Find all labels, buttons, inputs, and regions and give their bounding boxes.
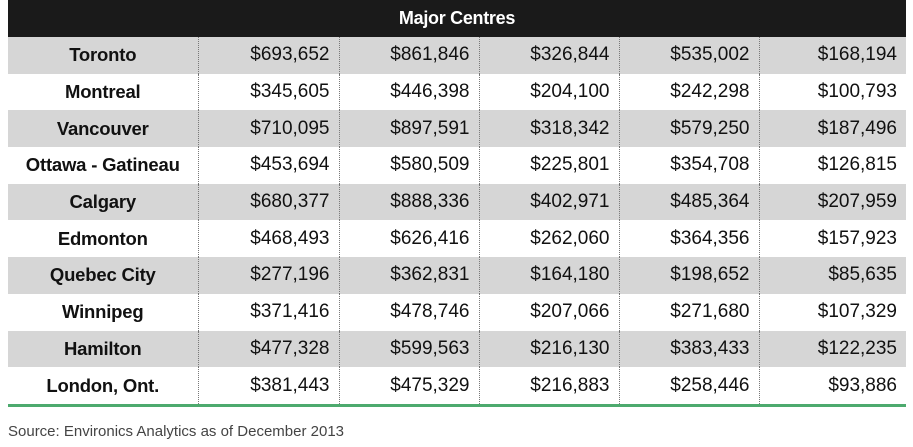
table-row: Toronto $693,652 $861,846 $326,844 $535,002 $… (8, 37, 906, 74)
value-cell: $535,002 (619, 37, 760, 74)
value-cell: $345,605 (198, 73, 340, 111)
data-table: Toronto $693,652 $861,846 $326,844 $535,002 $… (8, 37, 906, 404)
value-cell: $187,496 (817, 117, 897, 139)
value-cell: $107,329 (817, 301, 897, 323)
value-cell: $579,250 (619, 110, 760, 148)
value-cell: $242,298 (619, 73, 760, 111)
value-cell: $402,971 (479, 183, 620, 221)
value-cell: $446,398 (339, 73, 480, 111)
value-cell: $326,844 (479, 37, 620, 74)
value-cell: $693,652 (198, 37, 340, 74)
value-cell: $207,959 (817, 191, 897, 213)
table-row: London, Ont. $381,443 $475,329 $216,883 $258… (8, 367, 906, 404)
bottom-rule (8, 403, 906, 407)
value-cell: $680,377 (198, 183, 340, 221)
value-cell: $168,194 (817, 44, 897, 66)
value-cell: $580,509 (339, 147, 480, 184)
value-cell: $364,356 (619, 220, 760, 258)
value-cell: $85,635 (828, 264, 897, 286)
data-table-container: Major Centres Toronto $693,652 $861,846 $32… (8, 0, 906, 407)
value-cell: $216,130 (479, 330, 620, 368)
value-cell: $271,680 (619, 293, 760, 331)
value-cell: $383,433 (619, 330, 760, 368)
value-cell: $897,591 (339, 110, 480, 148)
value-cell: $861,846 (339, 37, 480, 74)
value-cell: $468,493 (198, 220, 340, 258)
table-row: Vancouver $710,095 $897,591 $318,342 $579,25… (8, 110, 906, 148)
value-cell: $207,066 (479, 293, 620, 331)
city-cell: Vancouver (8, 110, 199, 148)
value-cell: $362,831 (339, 257, 480, 294)
value-cell: $381,443 (198, 367, 340, 404)
value-cell: $157,923 (817, 227, 897, 249)
table-row: Montreal $345,605 $446,398 $204,100 $242,298… (8, 73, 906, 111)
value-cell: $262,060 (479, 220, 620, 258)
table-row: Edmonton $468,493 $626,416 $262,060 $364,356… (8, 220, 906, 258)
value-cell: $126,815 (817, 154, 897, 176)
value-cell: $477,328 (198, 330, 340, 368)
value-cell: $354,708 (619, 147, 760, 184)
value-cell: $277,196 (198, 257, 340, 294)
value-cell: $204,100 (479, 73, 620, 111)
value-cell: $475,329 (339, 367, 480, 404)
city-cell: Quebec City (8, 257, 199, 294)
value-cell: $626,416 (339, 220, 480, 258)
value-cell: $225,801 (479, 147, 620, 184)
value-cell: $453,694 (198, 147, 340, 184)
value-cell: $599,563 (339, 330, 480, 368)
value-cell: $100,793 (817, 81, 897, 103)
value-cell: $216,883 (479, 367, 620, 404)
city-cell: Hamilton (8, 330, 199, 368)
value-cell: $485,364 (619, 183, 760, 221)
value-cell: $371,416 (198, 293, 340, 331)
value-cell: $888,336 (339, 183, 480, 221)
value-cell: $710,095 (198, 110, 340, 148)
city-cell: London, Ont. (8, 367, 199, 404)
city-cell: Toronto (8, 37, 199, 74)
city-cell: Winnipeg (8, 293, 199, 331)
city-cell: Edmonton (8, 220, 199, 258)
value-cell: $164,180 (479, 257, 620, 294)
city-cell: Calgary (8, 183, 199, 221)
value-cell: $258,446 (619, 367, 760, 404)
table-title: Major Centres (8, 0, 906, 37)
city-cell: Ottawa - Gatineau (8, 147, 199, 184)
city-cell: Montreal (8, 73, 199, 111)
table-row: Hamilton $477,328 $599,563 $216,130 $383,433… (8, 330, 906, 368)
source-note: Source: Environics Analytics as of Decem… (8, 423, 344, 440)
table-row: Winnipeg $371,416 $478,746 $207,066 $271,680… (8, 293, 906, 331)
value-cell: $122,235 (817, 337, 897, 359)
value-cell: $93,886 (828, 374, 897, 396)
table-row: Ottawa - Gatineau $453,694 $580,509 $225,80… (8, 147, 906, 184)
table-row: Quebec City $277,196 $362,831 $164,180 $198,… (8, 257, 906, 294)
value-cell: $318,342 (479, 110, 620, 148)
value-cell: $198,652 (619, 257, 760, 294)
value-cell: $478,746 (339, 293, 480, 331)
table-body: Toronto $693,652 $861,846 $326,844 $535,002 $… (8, 37, 906, 404)
table-row: Calgary $680,377 $888,336 $402,971 $485,364 $… (8, 183, 906, 221)
